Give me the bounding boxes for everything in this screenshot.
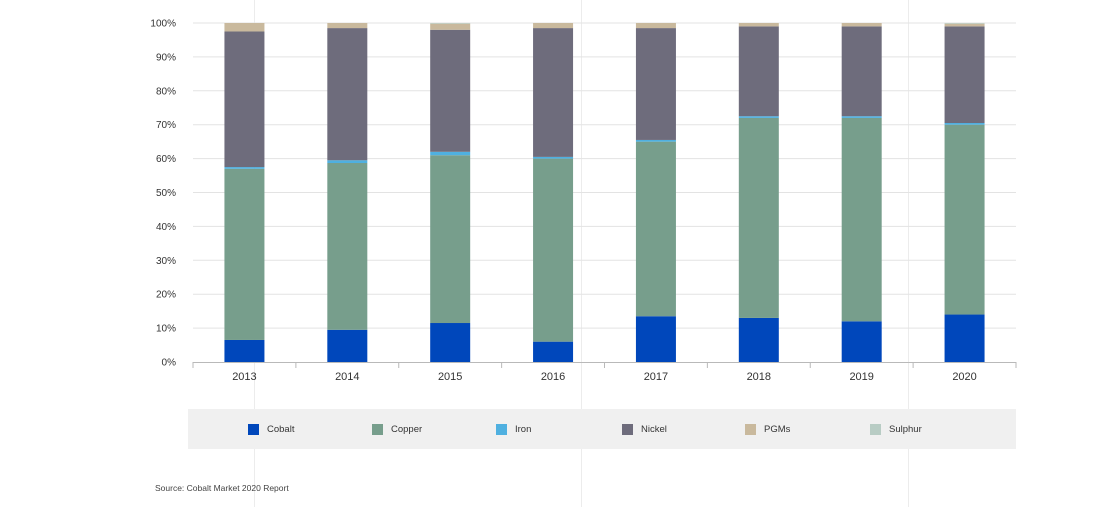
legend-swatch <box>622 423 633 435</box>
legend-swatch <box>372 423 383 435</box>
bar-segment-nickel-2015 <box>430 29 471 152</box>
bar-segment-pgms-2020 <box>944 23 985 27</box>
bar-segment-iron-2016 <box>533 156 574 159</box>
bar-segment-copper-2014 <box>327 163 368 330</box>
bars <box>224 23 985 362</box>
bar-segment-cobalt-2014 <box>327 329 368 362</box>
bar-segment-copper-2016 <box>533 158 574 342</box>
legend-label: Iron <box>515 423 532 435</box>
bar-segment-copper-2020 <box>944 124 985 315</box>
bar-segment-iron-2013 <box>224 167 265 169</box>
bar-segment-pgms-2019 <box>841 23 882 27</box>
y-tick-label: 60% <box>156 154 176 165</box>
bar-segment-sulphur-2015 <box>430 23 471 24</box>
y-tick-label: 50% <box>156 188 176 199</box>
bar-segment-iron-2017 <box>635 139 676 142</box>
bar-segment-cobalt-2017 <box>635 316 676 362</box>
bar-segment-pgms-2013 <box>224 23 265 32</box>
x-tick-label: 2017 <box>644 371 668 383</box>
bar-segment-cobalt-2018 <box>738 317 779 362</box>
x-axis <box>192 362 1017 368</box>
x-tick-labels: 2013 2014 2015 2016 2017 2018 2019 2020 <box>232 371 977 383</box>
bar-segment-copper-2013 <box>224 168 265 340</box>
x-tick-label: 2015 <box>438 371 462 383</box>
bar-segment-cobalt-2013 <box>224 339 265 362</box>
stacked-bar-chart: 0%10%20%30%40%50%60%70%80%90%100% 2013 20… <box>150 19 1017 383</box>
bar-segment-cobalt-2020 <box>944 314 985 362</box>
bar-segment-nickel-2016 <box>533 28 574 157</box>
bar-segment-sulphur-2020 <box>944 23 985 24</box>
y-tick-label: 10% <box>156 324 176 335</box>
legend-label: Sulphur <box>889 423 922 435</box>
bar-segment-iron-2020 <box>944 123 985 125</box>
x-tick-label: 2018 <box>747 371 771 383</box>
bar-segment-pgms-2016 <box>533 23 574 29</box>
y-tick-label: 100% <box>150 19 176 30</box>
bar-segment-iron-2019 <box>841 116 882 118</box>
bar-segment-pgms-2017 <box>635 23 676 29</box>
y-tick-label: 90% <box>156 52 176 63</box>
legend-item-cobalt: Cobalt <box>248 422 294 436</box>
legend-item-copper: Copper <box>372 422 422 436</box>
bar-segment-nickel-2018 <box>738 26 779 117</box>
bar-segment-cobalt-2016 <box>533 341 574 362</box>
y-tick-labels: 0% 10% 20% 30% 40% 50% 60% 70% 80% 90% 100% <box>150 19 176 369</box>
bar-segment-pgms-2014 <box>327 23 368 29</box>
legend-item-nickel: Nickel <box>622 422 667 436</box>
legend-swatch <box>745 423 756 435</box>
legend-label: Copper <box>391 423 423 435</box>
bar-segment-nickel-2014 <box>327 28 368 161</box>
legend-label: Nickel <box>641 423 667 435</box>
legend-label: Cobalt <box>267 423 295 435</box>
bar-segment-iron-2015 <box>430 151 471 156</box>
x-tick-label: 2019 <box>849 371 873 383</box>
legend-swatch <box>248 423 259 435</box>
legend-swatch <box>496 423 507 435</box>
bar-segment-nickel-2020 <box>944 26 985 124</box>
bar-segment-cobalt-2019 <box>841 321 882 362</box>
x-tick-label: 2016 <box>541 371 565 383</box>
x-tick-label: 2020 <box>952 371 976 383</box>
bar-segment-pgms-2018 <box>738 23 779 27</box>
bar-segment-copper-2017 <box>635 141 676 317</box>
legend-swatch <box>870 423 881 435</box>
y-tick-label: 70% <box>156 120 176 131</box>
bar-segment-nickel-2013 <box>224 31 265 168</box>
bar-segment-cobalt-2015 <box>430 323 471 362</box>
bar-segment-copper-2018 <box>738 117 779 318</box>
y-tick-label: 40% <box>156 222 176 233</box>
legend-item-pgms: PGMs <box>745 422 790 436</box>
x-tick-label: 2014 <box>335 371 359 383</box>
bar-segment-copper-2019 <box>841 117 882 322</box>
y-tick-label: 0% <box>162 358 177 369</box>
legend-label: PGMs <box>764 423 791 435</box>
page-guide-line <box>908 0 909 507</box>
bar-segment-pgms-2015 <box>430 23 471 30</box>
y-tick-label: 30% <box>156 256 176 267</box>
bar-segment-iron-2018 <box>738 116 779 118</box>
y-tick-label: 20% <box>156 290 176 301</box>
source-note: Source: Cobalt Market 2020 Report <box>155 483 289 493</box>
legend-item-sulphur: Sulphur <box>870 422 922 436</box>
x-tick-label: 2013 <box>232 371 256 383</box>
y-tick-label: 80% <box>156 86 176 97</box>
bar-segment-nickel-2019 <box>841 26 882 117</box>
bar-segment-iron-2014 <box>327 160 368 164</box>
bar-segment-nickel-2017 <box>635 28 676 140</box>
bar-segment-copper-2015 <box>430 155 471 324</box>
legend-item-iron: Iron <box>496 422 531 436</box>
grid-lines <box>193 22 1016 329</box>
chart-legend: Cobalt Copper Iron Nickel PGMs Sulphur <box>188 409 1016 449</box>
page-guide-line <box>581 0 582 507</box>
